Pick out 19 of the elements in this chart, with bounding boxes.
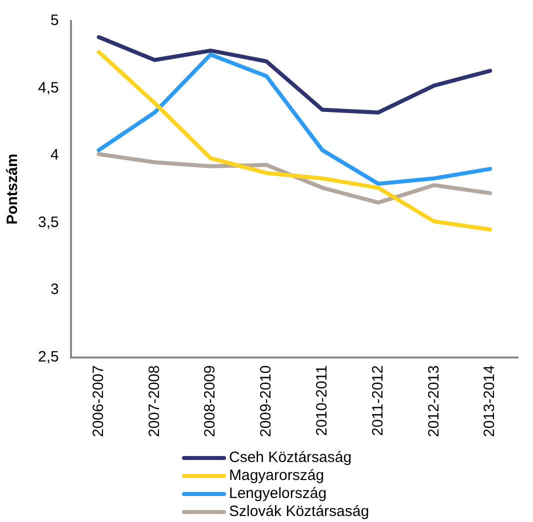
x-tick-label: 2013-2014: [481, 365, 498, 437]
x-tick-label: 2006-2007: [90, 365, 107, 437]
y-tick-label: 5: [50, 12, 59, 30]
x-tick-label: 2008-2009: [202, 365, 219, 437]
legend-label: Szlovák Köztársaság: [229, 503, 370, 521]
x-tick-label: 2007-2008: [146, 365, 163, 437]
legend-label: Cseh Köztársaság: [229, 449, 352, 467]
legend-label: Lengyelország: [229, 485, 327, 503]
x-tick-label: 2012-2013: [425, 365, 442, 437]
y-tick-label: 4,5: [38, 79, 59, 96]
x-tick-label: 2011-2012: [369, 365, 386, 436]
y-axis-title: Pontszám: [4, 154, 22, 225]
y-tick-label: 3,5: [38, 214, 59, 231]
y-tick-label: 2,5: [38, 348, 59, 366]
x-tick-label: 2010-2011: [314, 365, 331, 436]
y-tick-label: 4: [50, 146, 59, 164]
legend-label: Magyarország: [229, 467, 324, 485]
x-tick-label: 2009-2010: [258, 365, 275, 437]
y-tick-label: 3: [50, 281, 59, 298]
